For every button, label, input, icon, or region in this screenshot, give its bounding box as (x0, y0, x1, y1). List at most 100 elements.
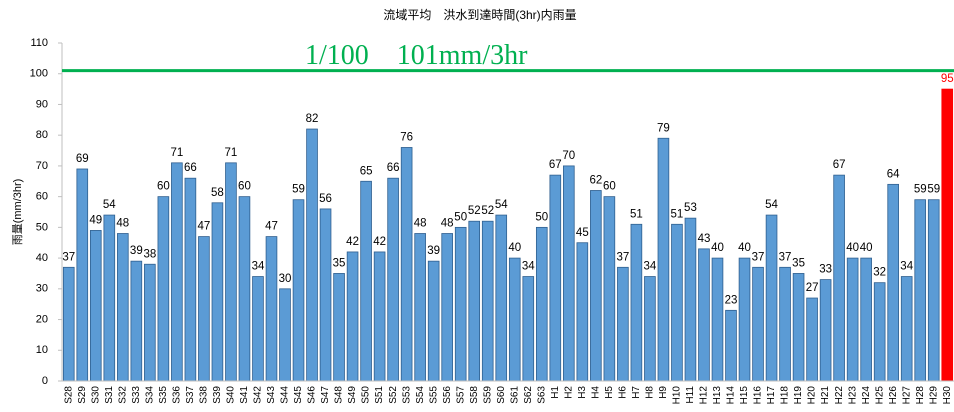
value-label: 40 (508, 242, 521, 254)
value-label: 23 (725, 294, 738, 306)
value-label: 37 (752, 251, 765, 263)
x-tick-label: S48 (334, 386, 345, 404)
bar (792, 273, 805, 382)
bar (279, 288, 291, 382)
reference-label: 1/100 101mm/3hr (305, 40, 528, 71)
value-label: 42 (373, 236, 386, 248)
x-tick-label: H4 (590, 386, 601, 399)
x-tick-label: H24 (861, 386, 872, 405)
value-label: 34 (252, 261, 265, 273)
value-label: 76 (400, 132, 413, 144)
value-label: 34 (900, 261, 913, 273)
x-tick-label: H6 (618, 386, 629, 399)
x-tick-label: H13 (712, 386, 723, 405)
bar (725, 309, 737, 382)
value-label: 66 (387, 162, 400, 174)
x-tick-label: S34 (144, 386, 155, 404)
x-tick-label: H15 (739, 386, 750, 405)
value-label: 27 (806, 282, 819, 294)
y-tick-label: 20 (36, 313, 48, 325)
x-tick-label: S54 (415, 386, 426, 404)
y-tick-label: 50 (36, 221, 48, 233)
bar (927, 199, 940, 382)
value-label: 32 (873, 267, 886, 279)
bar (765, 214, 778, 382)
x-tick-label: S62 (523, 386, 534, 404)
value-label: 69 (76, 153, 89, 165)
value-label: 66 (184, 162, 197, 174)
bar (752, 266, 764, 382)
value-label: 79 (657, 122, 670, 134)
bar (306, 128, 318, 382)
x-tick-label: H21 (820, 386, 831, 405)
x-tick-label: S60 (496, 386, 507, 404)
bar (657, 137, 670, 382)
x-tick-label: S45 (293, 386, 304, 404)
value-label: 64 (887, 168, 900, 180)
value-label: 54 (495, 199, 508, 211)
x-tick-label: H1 (550, 386, 561, 399)
bar (684, 217, 697, 382)
bar (238, 196, 251, 382)
y-tick-label: 10 (36, 344, 48, 356)
x-tick-label: S49 (347, 386, 358, 404)
value-label: 33 (819, 264, 832, 276)
x-tick-label: H9 (658, 386, 669, 399)
x-tick-label: H30 (942, 386, 953, 405)
x-tick-label: S39 (212, 386, 223, 404)
x-tick-label: H7 (631, 386, 642, 399)
value-label: 65 (360, 165, 373, 177)
value-label: 60 (157, 181, 170, 193)
value-label: 59 (292, 184, 305, 196)
x-tick-label: H8 (645, 386, 656, 399)
value-label: 52 (481, 205, 494, 217)
x-tick-label: H5 (604, 386, 615, 399)
value-label: 45 (576, 227, 589, 239)
y-tick-label: 60 (36, 191, 48, 203)
x-tick-label: H18 (780, 386, 791, 405)
x-tick-label: H14 (726, 386, 737, 405)
x-tick-label: S59 (482, 386, 493, 404)
bar (671, 223, 683, 382)
bar (563, 165, 575, 382)
x-tick-label: S40 (226, 386, 237, 404)
value-label: 54 (103, 199, 116, 211)
bar (481, 220, 494, 382)
bar (373, 251, 386, 382)
y-axis-label: 雨量(mm/3hr) (11, 179, 24, 246)
bar (414, 233, 426, 382)
x-tick-label: S55 (428, 386, 439, 404)
x-tick-label: S29 (77, 386, 88, 404)
value-label: 40 (860, 242, 873, 254)
y-tick-label: 100 (30, 68, 48, 80)
bar (89, 230, 102, 382)
value-label: 82 (306, 113, 319, 125)
x-tick-label: S50 (361, 386, 372, 404)
value-label: 47 (198, 221, 211, 233)
bar (333, 273, 345, 382)
x-tick-label: S57 (455, 386, 466, 404)
value-label: 39 (130, 245, 143, 257)
bar (265, 236, 278, 382)
value-label: 38 (143, 248, 156, 260)
value-label: 34 (644, 261, 657, 273)
x-tick-label: S42 (253, 386, 264, 404)
x-tick-label: H2 (563, 386, 574, 399)
bar (495, 214, 508, 382)
value-label: 51 (630, 208, 643, 220)
bar (941, 88, 954, 382)
x-tick-label: S36 (172, 386, 183, 404)
bar (130, 260, 143, 382)
value-label: 37 (62, 251, 75, 263)
bar (873, 282, 886, 382)
bar (698, 248, 710, 382)
value-label: 95 (941, 73, 954, 85)
bar (427, 260, 440, 382)
x-tick-label: S53 (401, 386, 412, 404)
x-tick-label: S38 (199, 386, 210, 404)
value-label: 52 (468, 205, 481, 217)
bar (346, 251, 359, 382)
value-label: 35 (333, 257, 346, 269)
x-tick-label: H25 (874, 386, 885, 405)
